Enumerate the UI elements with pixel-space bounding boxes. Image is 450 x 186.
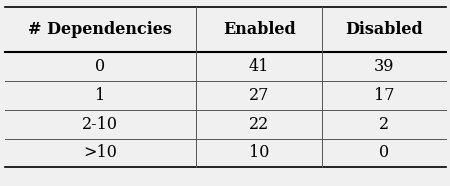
Text: Enabled: Enabled bbox=[223, 21, 296, 38]
Text: 39: 39 bbox=[374, 58, 394, 75]
Text: 0: 0 bbox=[379, 145, 389, 161]
Text: 27: 27 bbox=[249, 87, 270, 104]
Text: 1: 1 bbox=[95, 87, 106, 104]
Text: # Dependencies: # Dependencies bbox=[28, 21, 172, 38]
Text: 10: 10 bbox=[249, 145, 270, 161]
Text: 2: 2 bbox=[379, 116, 389, 133]
Text: 2-10: 2-10 bbox=[82, 116, 118, 133]
Text: 22: 22 bbox=[249, 116, 269, 133]
Text: Disabled: Disabled bbox=[345, 21, 423, 38]
Text: >10: >10 bbox=[84, 145, 117, 161]
Text: 0: 0 bbox=[95, 58, 105, 75]
Text: 41: 41 bbox=[249, 58, 270, 75]
Text: 17: 17 bbox=[374, 87, 394, 104]
